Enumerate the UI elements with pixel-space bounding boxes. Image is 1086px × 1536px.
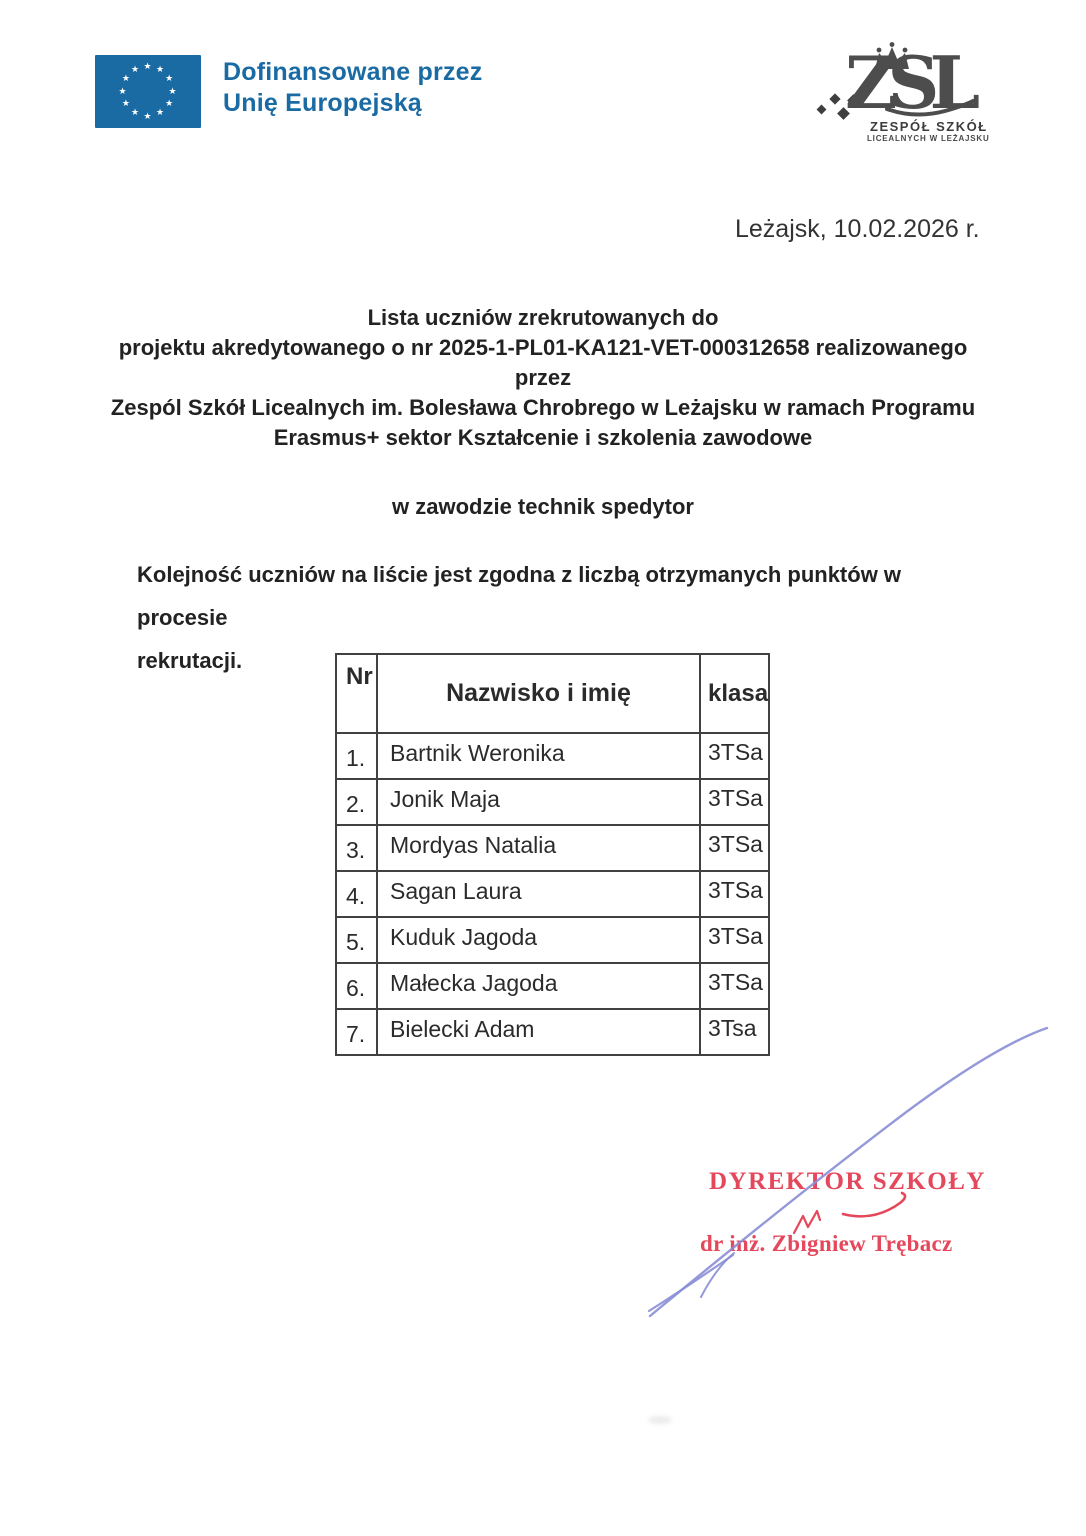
subtitle: w zawodzie technik spedytor: [392, 494, 694, 519]
table-cell-klasa: 3TSa: [698, 916, 771, 964]
table-cell-nr: 6.: [335, 962, 378, 1010]
eu-funding-line1: Dofinansowane przez: [223, 58, 483, 86]
star-icon: ★: [130, 63, 140, 74]
table-cell-name: Małecka Jagoda: [376, 962, 701, 1010]
director-stamp-title: DYREKTOR SZKOŁY: [709, 1168, 986, 1195]
table-header-row: Nr Nazwisko i imię klasa: [335, 653, 771, 734]
table-cell-nr: 5.: [335, 916, 378, 964]
eu-funding-text: Dofinansowane przez Unię Europejską: [223, 57, 482, 128]
table-cell-name: Bielecki Adam: [376, 1008, 701, 1056]
table-cell-name: Sagan Laura: [376, 870, 701, 918]
star-icon: ★: [130, 107, 140, 118]
table-cell-nr: 1.: [335, 732, 378, 780]
table-cell-name: Kuduk Jagoda: [376, 916, 701, 964]
table-cell-name: Jonik Maja: [376, 778, 701, 826]
header-nr: Nr: [335, 653, 378, 734]
table-cell-name: Bartnik Weronika: [376, 732, 701, 780]
title-line: Lista uczniów zrekrutowanych do: [367, 305, 719, 330]
table-cell-klasa: 3Tsa: [698, 1008, 771, 1056]
table-row: 1. Bartnik Weronika 3TSa: [335, 732, 771, 780]
table-cell-nr: 2.: [335, 778, 378, 826]
star-icon: ★: [165, 98, 174, 108]
school-logo: ZSL ZESPÓŁ SZKÓŁ LICEALNYCH W LEŻAJSKU: [815, 33, 1015, 171]
table-cell-nr: 4.: [335, 870, 378, 918]
star-icon: ★: [121, 73, 130, 83]
table-row: 4. Sagan Laura 3TSa: [335, 870, 771, 918]
intro-line2: rekrutacji.: [137, 648, 243, 673]
star-icon: ★: [118, 85, 127, 96]
star-icon: ★: [143, 60, 152, 71]
star-icon: ★: [165, 73, 174, 83]
header-name: Nazwisko i imię: [376, 653, 701, 734]
eu-funding-logo: ★ ★ ★ ★ ★ ★ ★ ★ ★ ★ ★ ★ Dofinansowane pr…: [95, 55, 482, 128]
table-row: 2. Jonik Maja 3TSa: [335, 778, 771, 826]
table-row: 6. Małecka Jagoda 3TSa: [335, 962, 771, 1010]
title-line: przez: [514, 365, 572, 390]
star-icon: ★: [168, 85, 177, 96]
diamond-decoration: [816, 104, 827, 115]
table-row: 7. Bielecki Adam 3Tsa: [335, 1008, 771, 1056]
diamond-decoration: [829, 93, 841, 105]
star-icon: ★: [155, 107, 165, 118]
school-logo-name-line2: LICEALNYCH W LEŻAJSKU: [867, 134, 990, 143]
title-line: projektu akredytowanego o nr 2025-1-PL01…: [118, 335, 968, 360]
title-line: Zespól Szkół Licealnych im. Bolesława Ch…: [110, 395, 976, 420]
date-line: Leżajsk, 10.02.2026 r.: [735, 215, 980, 243]
table-cell-klasa: 3TSa: [698, 824, 771, 872]
table-cell-name: Mordyas Natalia: [376, 824, 701, 872]
table-cell-nr: 7.: [335, 1008, 378, 1056]
table-cell-klasa: 3TSa: [698, 732, 771, 780]
table-cell-klasa: 3TSa: [698, 778, 771, 826]
intro-line1: Kolejność uczniów na liście jest zgodna …: [137, 562, 902, 630]
logo-swoosh-decoration: [885, 99, 975, 117]
star-icon: ★: [155, 63, 165, 74]
title-line: Erasmus+ sektor Kształcenie i szkolenia …: [273, 425, 813, 450]
eu-funding-line2: Unię Europejską: [223, 89, 422, 117]
star-icon: ★: [143, 110, 152, 121]
eu-flag-icon: ★ ★ ★ ★ ★ ★ ★ ★ ★ ★ ★ ★: [95, 55, 201, 128]
table-row: 5. Kuduk Jagoda 3TSa: [335, 916, 771, 964]
director-stamp-name: dr inż. Zbigniew Trębacz: [700, 1231, 953, 1256]
crown-icon: [875, 42, 909, 69]
table-cell-klasa: 3TSa: [698, 962, 771, 1010]
table-cell-nr: 3.: [335, 824, 378, 872]
scan-smudge: [648, 1416, 672, 1424]
school-logo-name-line1: ZESPÓŁ SZKÓŁ: [870, 119, 988, 134]
header-klasa: klasa: [698, 653, 771, 734]
student-roster-table: Nr Nazwisko i imię klasa 1. Bartnik Wero…: [335, 653, 771, 1056]
table-cell-klasa: 3TSa: [698, 870, 771, 918]
intro-paragraph: Kolejność uczniów na liście jest zgodna …: [137, 553, 967, 682]
title-block: Lista uczniów zrekrutowanych do projektu…: [0, 303, 1086, 453]
star-icon: ★: [121, 98, 130, 108]
table-row: 3. Mordyas Natalia 3TSa: [335, 824, 771, 872]
